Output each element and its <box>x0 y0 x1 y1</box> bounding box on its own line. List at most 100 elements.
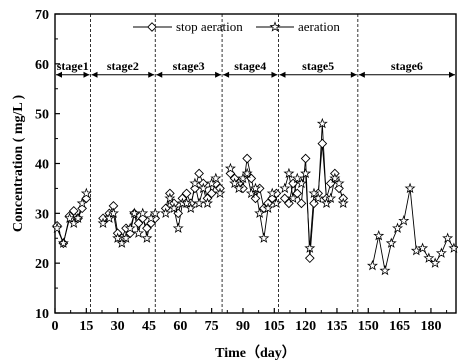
aeration-series-line <box>165 177 221 229</box>
series-layer <box>51 117 458 276</box>
stage-label: stage6 <box>391 59 423 73</box>
aeration-point <box>185 202 197 214</box>
legend: stop aeration aeration <box>133 19 340 34</box>
aeration-point <box>229 177 241 189</box>
aeration-point <box>325 192 337 204</box>
aeration-point <box>68 217 80 228</box>
aeration-point <box>266 187 278 199</box>
aeration-point <box>57 237 69 248</box>
y-tick-label: 60 <box>35 58 49 73</box>
aeration-point <box>201 197 213 209</box>
aeration-point <box>300 167 312 179</box>
aeration-point <box>316 117 328 129</box>
aeration-point <box>133 227 145 238</box>
aeration-point <box>279 182 291 194</box>
aeration-point <box>245 187 257 199</box>
aeration-point <box>149 207 161 218</box>
stage-arrow-right <box>271 71 278 78</box>
stage-arrow-left <box>279 71 286 78</box>
aeration-point <box>333 177 345 189</box>
aeration-point <box>250 182 261 194</box>
aeration-point <box>442 232 454 243</box>
aeration-point <box>124 222 136 233</box>
stage-label: stage4 <box>234 59 266 73</box>
stop-aeration-point <box>206 188 217 199</box>
aeration-point <box>224 162 236 174</box>
aeration-point <box>145 212 157 223</box>
aeration-point <box>141 232 153 243</box>
y-tick-label: 10 <box>35 307 49 322</box>
stage-arrow-left <box>56 71 62 78</box>
aeration-point <box>168 202 180 214</box>
stop-aeration-point <box>133 218 144 229</box>
y-tick-label: 30 <box>35 207 49 222</box>
stage-arrow-right <box>83 71 90 78</box>
aeration-point <box>164 192 176 204</box>
axes-layer: 10 20 30 40 50 60 70 0 15 30 45 60 75 90 105 120 135 150 1… <box>35 8 457 334</box>
aeration-point <box>392 222 404 233</box>
x-tick-label: 0 <box>52 319 59 334</box>
aeration-point <box>398 215 410 226</box>
stage-arrow-left <box>358 71 365 78</box>
aeration-point <box>193 197 205 209</box>
stop-aeration-point <box>300 153 311 164</box>
aeration-point <box>120 232 132 243</box>
aeration-point <box>237 172 249 184</box>
stage-layer: stage1 stage2 stage3 stage4 stage5 stage6 <box>56 14 455 313</box>
aeration-point <box>214 187 226 199</box>
stop-aeration-point <box>194 168 204 179</box>
aeration-point <box>206 177 218 189</box>
x-tick-label: 180 <box>420 319 441 334</box>
stop-aeration-point <box>279 193 290 204</box>
stage-arrow-left <box>91 71 98 78</box>
legend-label-stop-aeration: stop aeration <box>176 19 243 34</box>
x-axis-title: Time（day） <box>215 345 296 361</box>
legend-marker-aeration <box>269 21 281 32</box>
aeration-point <box>241 167 253 179</box>
aeration-point <box>254 207 266 218</box>
stage-label: stage5 <box>302 59 334 73</box>
aeration-point <box>189 177 201 189</box>
aeration-point <box>385 237 397 248</box>
aeration-point <box>181 197 193 209</box>
stop-aeration-point <box>304 253 315 264</box>
aeration-point <box>76 197 88 209</box>
stop-aeration-point <box>317 138 328 149</box>
aeration-point <box>287 192 299 204</box>
aeration-point <box>373 229 385 241</box>
aeration-point <box>417 242 429 253</box>
aeration-point <box>291 172 303 184</box>
aeration-point <box>329 172 341 184</box>
stage-label: stage3 <box>173 59 205 73</box>
stop-aeration-point <box>309 198 319 209</box>
aeration-point <box>379 264 391 276</box>
y-tick-label: 40 <box>35 158 49 173</box>
x-tick-label: 60 <box>173 319 187 334</box>
x-tick-label: 75 <box>205 319 219 334</box>
stop-aeration-point <box>296 198 307 209</box>
x-tick-label: 120 <box>295 319 316 334</box>
x-tick-label: 45 <box>142 319 156 334</box>
y-tick-label: 20 <box>35 257 49 272</box>
y-tick-label: 70 <box>35 8 49 23</box>
aeration-point <box>72 212 84 223</box>
aeration-point <box>429 257 441 268</box>
aeration-series-line <box>372 188 455 271</box>
aeration-point <box>448 242 458 253</box>
aeration-point <box>51 222 63 233</box>
y-axis-title: Concentration ( mg/L ) <box>11 95 26 233</box>
stop-aeration-point <box>181 188 192 199</box>
aeration-point <box>262 202 274 214</box>
aeration-point <box>337 197 349 209</box>
legend-label-aeration: aeration <box>298 19 340 34</box>
aeration-point <box>172 222 184 233</box>
aeration-point <box>283 167 295 179</box>
stage-arrow-right <box>215 71 222 78</box>
stage-arrow-right <box>148 71 155 78</box>
aeration-point <box>435 247 447 258</box>
x-tick-label: 30 <box>111 319 125 334</box>
aeration-point <box>137 207 149 218</box>
aeration-point <box>116 237 128 248</box>
x-tick-label: 150 <box>358 319 379 334</box>
